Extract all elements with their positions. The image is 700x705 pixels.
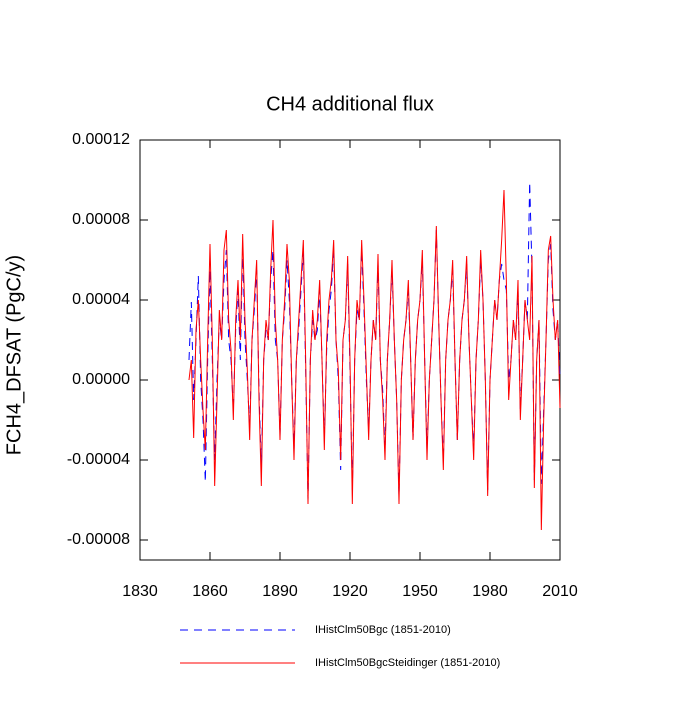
series-line [188, 181, 561, 501]
y-tick-label: -0.00008 [67, 531, 130, 548]
x-tick-label: 1890 [262, 583, 298, 600]
legend-label: IHistClm50BgcSteidinger (1851-2010) [315, 657, 500, 669]
y-tick-label: 0.00000 [72, 371, 130, 388]
x-tick-label: 2010 [542, 583, 578, 600]
y-tick-label: 0.00012 [72, 131, 130, 148]
y-axis-label: FCH4_DFSAT (PgC/y) [3, 255, 25, 455]
x-tick-label: 1860 [192, 583, 228, 600]
y-tick-label: -0.00004 [67, 451, 130, 468]
series-line [188, 189, 561, 531]
x-tick-label: 1830 [122, 583, 158, 600]
y-tick-label: 0.00008 [72, 211, 130, 228]
x-tick-label: 1980 [472, 583, 508, 600]
x-tick-label: 1920 [332, 583, 368, 600]
x-tick-label: 1950 [402, 583, 438, 600]
y-tick-label: 0.00004 [72, 291, 130, 308]
legend-label: IHistClm50Bgc (1851-2010) [315, 624, 451, 636]
chart-title: CH4 additional flux [266, 93, 434, 115]
